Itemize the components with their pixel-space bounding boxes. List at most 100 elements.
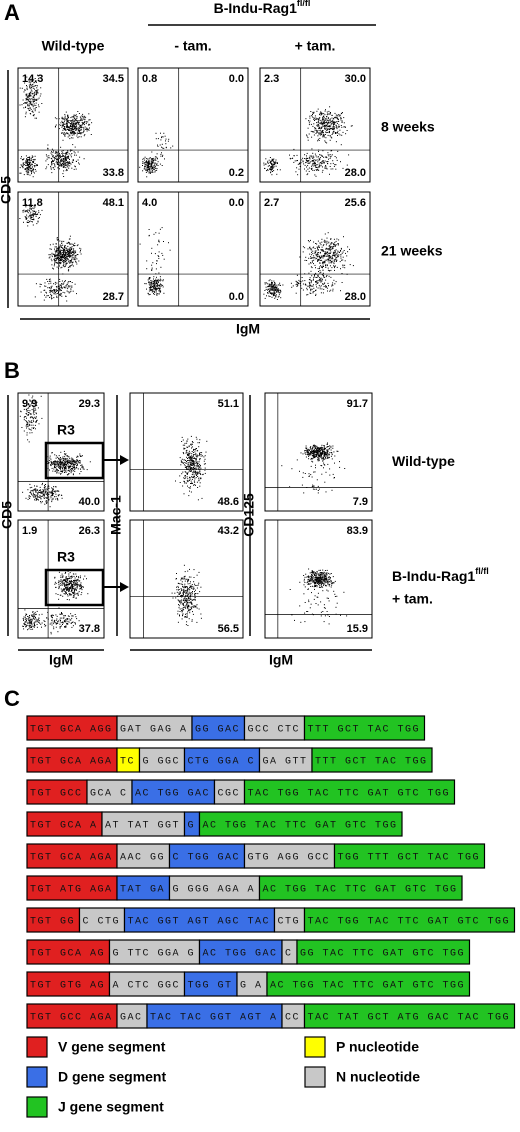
dot — [315, 293, 317, 295]
dot — [63, 252, 65, 254]
dot — [329, 173, 330, 175]
dot — [314, 250, 316, 252]
dot — [65, 160, 67, 161]
dot — [187, 464, 189, 466]
dot — [190, 455, 192, 457]
dot — [322, 169, 324, 171]
dot — [145, 164, 147, 166]
dot — [67, 258, 69, 260]
dot — [318, 458, 320, 460]
dot — [340, 125, 342, 126]
dot — [65, 584, 67, 586]
dot — [304, 280, 306, 282]
dot — [347, 246, 349, 248]
dot — [30, 217, 32, 219]
dot — [55, 582, 57, 584]
dot — [322, 460, 324, 462]
dot — [25, 94, 27, 96]
dot — [317, 246, 319, 248]
dot — [325, 141, 327, 143]
dot — [60, 251, 61, 252]
dot — [275, 288, 277, 290]
dot — [289, 154, 290, 156]
dot — [33, 210, 35, 212]
dot — [273, 163, 275, 165]
dot — [323, 115, 325, 117]
dot — [302, 283, 304, 285]
dot — [293, 161, 295, 163]
dot — [75, 573, 77, 575]
dot — [54, 283, 56, 285]
dot — [64, 292, 66, 294]
dot — [69, 249, 71, 251]
dot — [68, 157, 70, 159]
dot — [23, 404, 25, 406]
dot — [333, 131, 335, 133]
dot — [46, 497, 48, 499]
dot — [39, 496, 41, 498]
dot — [25, 408, 27, 410]
dot — [52, 497, 54, 499]
dot — [59, 163, 61, 165]
dot — [338, 126, 340, 128]
dot — [63, 247, 65, 248]
dot — [149, 293, 151, 295]
dot — [150, 166, 152, 168]
dot — [59, 259, 61, 261]
dot — [308, 285, 310, 287]
dot — [48, 499, 50, 501]
dot — [29, 487, 31, 489]
dot — [79, 453, 81, 455]
dot — [274, 290, 276, 292]
dot — [73, 253, 75, 255]
dot — [312, 285, 314, 287]
dot — [54, 491, 56, 493]
dot — [157, 285, 159, 287]
dot — [65, 462, 67, 464]
dot — [65, 287, 67, 289]
dot — [299, 162, 301, 164]
dot — [150, 172, 151, 174]
dot — [35, 488, 37, 490]
dot — [326, 121, 327, 123]
dot — [306, 152, 308, 154]
dot — [77, 137, 79, 139]
dot — [312, 125, 314, 127]
dot — [335, 126, 337, 128]
dot — [274, 291, 275, 293]
dot — [69, 162, 71, 164]
dot — [31, 416, 33, 418]
dot — [142, 160, 144, 162]
dot — [151, 264, 153, 266]
dot — [26, 158, 27, 160]
dot — [34, 212, 36, 214]
dot — [26, 434, 28, 436]
dot — [312, 292, 314, 294]
dot — [28, 423, 30, 425]
dot — [71, 248, 73, 250]
dot — [54, 490, 56, 492]
dot — [48, 155, 50, 157]
dot — [272, 159, 274, 160]
dot — [327, 258, 329, 260]
dot — [152, 159, 154, 161]
dot — [50, 460, 52, 462]
dot — [309, 285, 311, 287]
dot — [335, 125, 337, 127]
dot — [333, 165, 335, 167]
dot — [191, 478, 193, 480]
dot — [147, 279, 149, 281]
dot — [68, 467, 70, 469]
dot — [26, 409, 28, 411]
dot — [148, 169, 150, 170]
dot — [25, 416, 27, 418]
dot — [336, 117, 338, 119]
dot — [36, 416, 37, 418]
dot — [63, 263, 65, 265]
dot — [30, 208, 32, 210]
dot — [61, 164, 62, 165]
dot — [194, 481, 196, 483]
dot — [27, 95, 29, 97]
dot — [269, 157, 271, 158]
dot — [331, 150, 333, 151]
